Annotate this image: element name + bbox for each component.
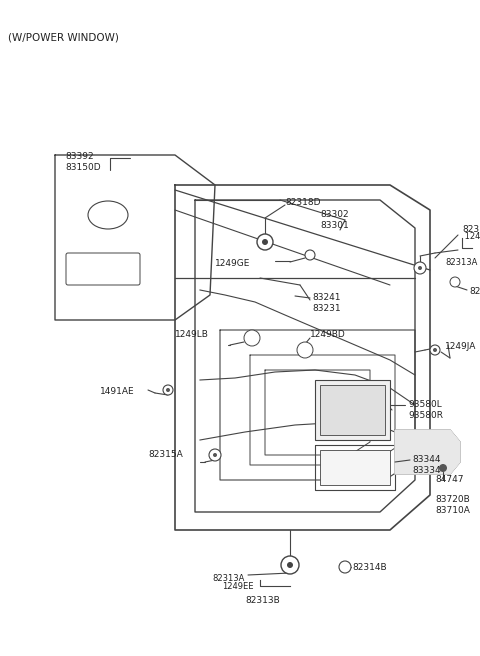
Circle shape — [339, 561, 351, 573]
Text: (W/POWER WINDOW): (W/POWER WINDOW) — [8, 32, 119, 42]
Circle shape — [430, 345, 440, 355]
Circle shape — [262, 239, 268, 245]
Circle shape — [247, 333, 257, 343]
Circle shape — [257, 234, 273, 250]
Text: 82313A: 82313A — [213, 574, 245, 583]
Circle shape — [163, 385, 173, 395]
Text: 1249EE: 1249EE — [223, 582, 254, 591]
Text: 82313: 82313 — [462, 225, 480, 234]
Circle shape — [305, 250, 315, 260]
Text: 1249EE: 1249EE — [462, 232, 480, 241]
Circle shape — [209, 449, 221, 461]
Text: 1249GE: 1249GE — [215, 259, 251, 268]
Text: 93580L
93580R: 93580L 93580R — [408, 400, 443, 420]
Circle shape — [244, 330, 260, 346]
Text: 83344
83334: 83344 83334 — [412, 455, 441, 475]
Text: 82318D: 82318D — [285, 198, 321, 207]
Text: 1249JA: 1249JA — [445, 342, 476, 351]
Bar — [320, 450, 390, 485]
Circle shape — [418, 266, 422, 270]
FancyBboxPatch shape — [66, 253, 140, 285]
Text: 82314: 82314 — [469, 287, 480, 296]
Text: 83392
83150D: 83392 83150D — [65, 152, 101, 172]
Polygon shape — [395, 430, 460, 474]
Bar — [315, 380, 390, 440]
Text: 1249LB: 1249LB — [175, 330, 209, 339]
Text: 82313B: 82313B — [246, 596, 280, 605]
Bar — [320, 385, 385, 435]
Text: 83302
83301: 83302 83301 — [321, 210, 349, 230]
Circle shape — [297, 342, 313, 358]
Circle shape — [300, 345, 310, 355]
Text: 1249BD: 1249BD — [310, 330, 346, 339]
Circle shape — [287, 562, 293, 568]
Circle shape — [213, 453, 217, 457]
Text: 83241
83231: 83241 83231 — [312, 293, 341, 313]
Circle shape — [433, 348, 437, 352]
Circle shape — [281, 556, 299, 574]
Text: 82314B: 82314B — [352, 563, 386, 572]
Text: 82313A: 82313A — [445, 258, 478, 267]
Ellipse shape — [88, 201, 128, 229]
Text: 82315A: 82315A — [148, 450, 183, 459]
Text: 83720B
83710A: 83720B 83710A — [435, 495, 470, 515]
Circle shape — [439, 464, 447, 472]
Circle shape — [166, 388, 170, 392]
Circle shape — [450, 277, 460, 287]
Circle shape — [414, 262, 426, 274]
Text: 1491AE: 1491AE — [100, 387, 134, 396]
Text: 84747: 84747 — [435, 475, 464, 484]
